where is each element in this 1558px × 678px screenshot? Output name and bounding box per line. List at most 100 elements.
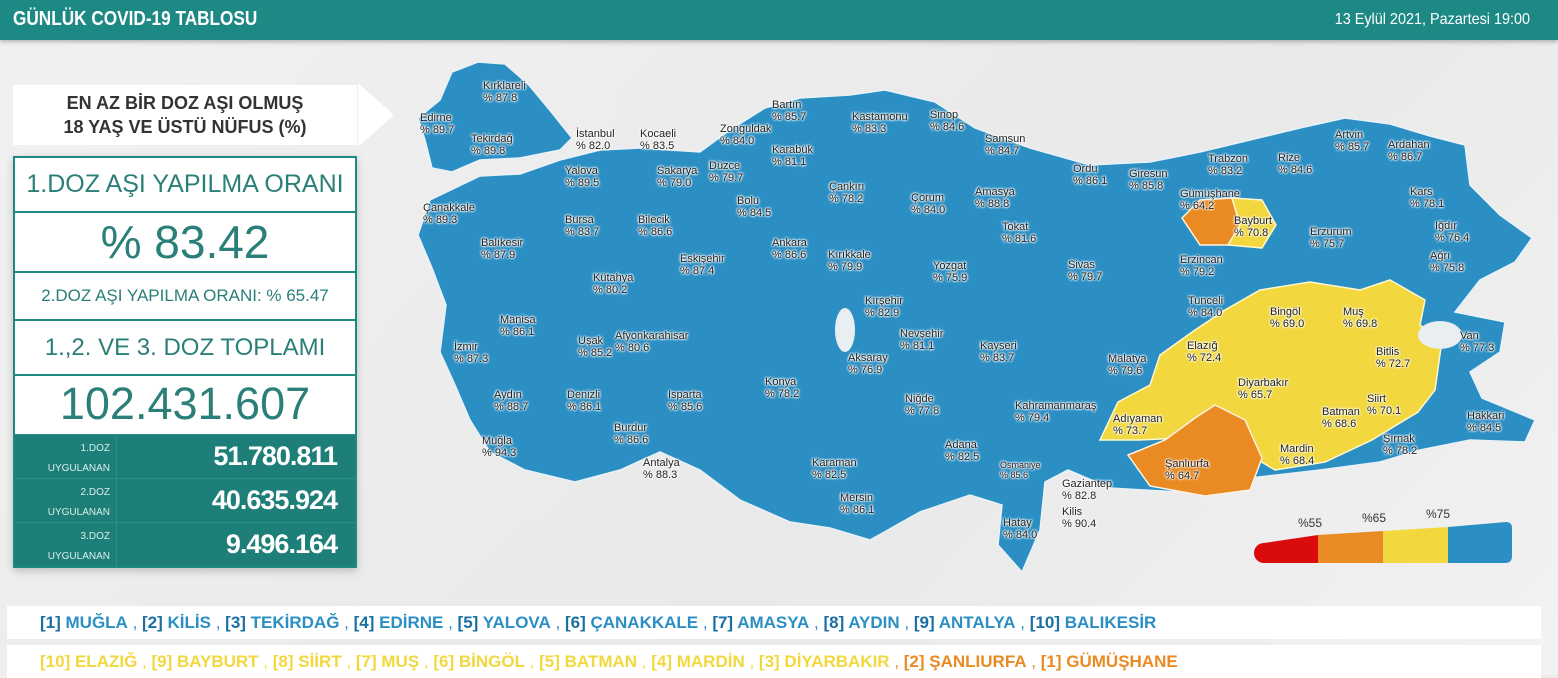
province-name: Manisa: [500, 314, 536, 326]
province-value: % 72.7: [1376, 358, 1411, 370]
legend-label: %75: [1426, 507, 1451, 521]
province-value: % 85.6: [668, 401, 703, 413]
rank-number: [6]: [433, 652, 455, 671]
province-name: Gümüşhane: [1180, 188, 1240, 200]
separator: ,: [524, 652, 540, 671]
province-name: Yalova: [565, 165, 598, 177]
province-name: Mardin: [1280, 443, 1314, 455]
province-label: Nevşehir% 81.1: [900, 328, 943, 352]
province-value: % 89.8: [471, 145, 506, 157]
province-label: Kayseri% 83.7: [980, 340, 1017, 364]
separator: ,: [899, 613, 914, 632]
province-name: TEKİRDAĞ: [250, 613, 340, 632]
province-name: Bitlis: [1376, 346, 1400, 358]
province-label: Kütahya% 80.2: [593, 272, 633, 296]
province-label: Sivas% 79.7: [1068, 259, 1102, 283]
province-name: Uşak: [578, 335, 604, 347]
province-name: Kastamonu: [852, 111, 908, 123]
province-value: % 82.0: [576, 140, 611, 152]
province-label: Kilis% 90.4: [1062, 506, 1096, 530]
province-label: Konya% 78.2: [765, 376, 799, 400]
province-name: Aksaray: [848, 352, 888, 364]
province-name: İstanbul: [576, 128, 615, 140]
province-label: Manisa% 86.1: [500, 314, 535, 338]
province-name: Bayburt: [1234, 215, 1272, 227]
province-name: EDİRNE: [379, 613, 444, 632]
province-value: % 79.6: [1108, 365, 1143, 377]
province-value: % 68.4: [1280, 455, 1315, 467]
province-label: Erzincan% 79.2: [1180, 254, 1223, 278]
province-label: İzmir% 87.3: [454, 341, 488, 365]
rank-number: [5]: [457, 613, 479, 632]
separator: ,: [1015, 613, 1030, 632]
province-name: Kırşehir: [865, 295, 903, 307]
province-name: Amasya: [975, 186, 1015, 198]
ranking-item: [1] MUĞLA: [40, 613, 128, 632]
rank-number: [10]: [1029, 613, 1060, 632]
province-name: ŞANLIURFA: [929, 652, 1027, 671]
province-name: Eskişehir: [680, 253, 725, 265]
stats-panel: 1.DOZ AŞI YAPILMA ORANI % 83.42 2.DOZ AŞ…: [13, 156, 357, 568]
ranking-item: [4] EDİRNE: [354, 613, 444, 632]
province-name: Tokat: [1002, 221, 1029, 233]
legend-label: %55: [1298, 516, 1323, 530]
bayburt-region: [1226, 197, 1277, 249]
province-name: Sinop: [930, 109, 959, 121]
separator: ,: [210, 613, 226, 632]
province-value: % 84.0: [1003, 529, 1038, 541]
province-value: % 72.4: [1187, 352, 1222, 364]
province-label: Çankırı% 78.2: [829, 181, 864, 205]
ranking-item: [1] GÜMÜŞHANE: [1041, 652, 1178, 671]
sanliurfa-region: [1126, 404, 1263, 497]
province-value: % 68.6: [1322, 418, 1357, 430]
page-title: GÜNLÜK COVID-19 TABLOSU: [13, 8, 258, 30]
province-label: Antalya% 88.3: [643, 457, 680, 481]
province-value: % 85.2: [578, 347, 613, 359]
province-label: Bingöl% 69.0: [1270, 306, 1304, 330]
province-value: % 90.4: [1062, 518, 1097, 530]
province-name: Kütahya: [593, 272, 634, 284]
province-label: Burdur% 86.6: [614, 422, 648, 446]
dose-row: 1.DOZ UYGULANAN 51.780.811: [15, 434, 355, 478]
separator: ,: [127, 613, 143, 632]
province-value: % 70.1: [1367, 405, 1402, 417]
province-name: Gaziantep: [1062, 478, 1113, 490]
province-value: % 77.8: [905, 405, 940, 417]
province-value: % 85.6: [1000, 470, 1029, 480]
province-label: Kocaeli% 83.5: [640, 128, 676, 152]
province-name: Muş: [1343, 306, 1364, 318]
province-label: Kırşehir% 82.9: [865, 295, 903, 319]
legend-blue: [1448, 522, 1512, 563]
province-name: BAYBURT: [177, 652, 259, 671]
ranking-item: [2] KİLİS: [142, 613, 211, 632]
province-name: ANTALYA: [938, 613, 1016, 632]
province-name: BALIKESİR: [1064, 613, 1157, 632]
province-name: Hatay: [1003, 517, 1032, 529]
separator: ,: [889, 652, 904, 671]
province-name: Erzincan: [1180, 254, 1223, 266]
dose-value: 51.780.811: [213, 441, 338, 471]
separator: ,: [443, 613, 458, 632]
province-name: Kars: [1410, 186, 1433, 198]
province-name: Erzurum: [1310, 226, 1352, 238]
rank-number: [10]: [40, 652, 71, 671]
province-name: Diyarbakır: [1238, 377, 1289, 389]
province-value: % 87.9: [481, 249, 516, 261]
province-name: Bolu: [737, 195, 760, 207]
rank-number: [7]: [355, 652, 377, 671]
province-name: AYDIN: [848, 613, 900, 632]
province-name: Tunceli: [1188, 295, 1224, 307]
province-value: % 86.1: [567, 401, 602, 413]
separator: ,: [339, 613, 354, 632]
province-label: Şırnak% 78.2: [1383, 433, 1417, 457]
province-value: % 82.5: [945, 451, 980, 463]
dose1-rate-value: % 83.42: [15, 213, 355, 273]
province-value: % 84.6: [930, 121, 965, 133]
dose-label: 3.DOZ: [80, 531, 110, 542]
province-value: % 83.5: [640, 140, 675, 152]
arrow-shape: [358, 83, 394, 147]
province-name: Şanlıurfa: [1165, 458, 1210, 470]
province-value: % 70.8: [1234, 227, 1269, 239]
province-value: % 84.7: [985, 145, 1020, 157]
province-label: Trabzon% 83.2: [1208, 153, 1248, 177]
